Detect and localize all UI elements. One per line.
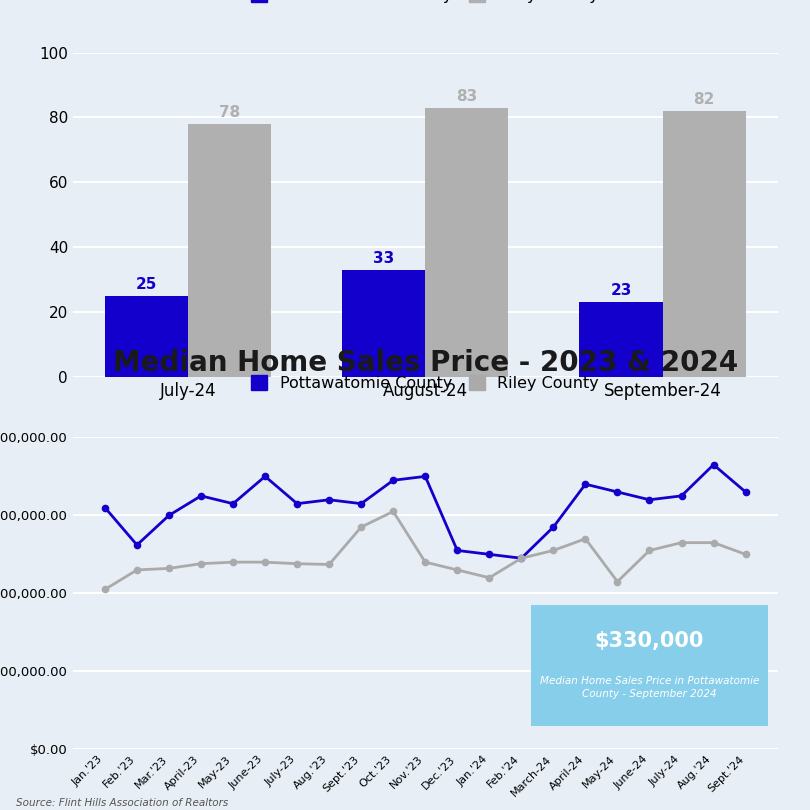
Text: Source: Flint Hills Association of Realtors: Source: Flint Hills Association of Realt… [16, 798, 228, 808]
Text: 78: 78 [219, 105, 240, 120]
Text: $330,000: $330,000 [595, 631, 704, 651]
Bar [663, 111, 745, 377]
Legend: Pottawatomie County, Riley County: Pottawatomie County, Riley County [245, 0, 605, 10]
Title: Median Home Sales Price - 2023 & 2024: Median Home Sales Price - 2023 & 2024 [113, 349, 738, 377]
FancyBboxPatch shape [531, 605, 768, 726]
Bar [425, 108, 509, 377]
Text: 83: 83 [456, 89, 477, 104]
Text: 33: 33 [373, 251, 394, 266]
Text: Median Home Sales Price in Pottawatomie
County - September 2024: Median Home Sales Price in Pottawatomie … [539, 676, 759, 699]
Bar [105, 296, 188, 377]
Text: 23: 23 [610, 284, 632, 298]
Bar [342, 270, 425, 377]
Legend: Pottawatomie County, Riley County: Pottawatomie County, Riley County [245, 369, 605, 398]
Bar [188, 124, 271, 377]
Text: 25: 25 [136, 277, 157, 292]
Bar [579, 302, 663, 377]
Text: 82: 82 [693, 92, 714, 107]
